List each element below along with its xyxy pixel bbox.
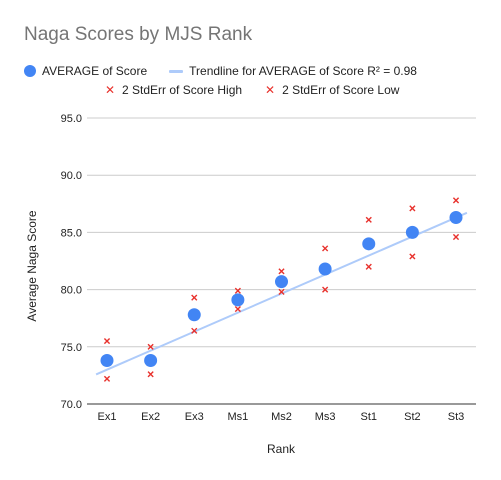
stderr-low-marker [191, 327, 198, 334]
trendline-layer [95, 211, 468, 376]
stderr-high-marker [322, 245, 329, 252]
x-axis-label: Rank [267, 442, 296, 456]
stderr-low-marker [365, 263, 372, 270]
x-tick-label: Ex2 [141, 411, 160, 423]
stderr-low-marker [147, 371, 154, 378]
legend-label-average: AVERAGE of Score [42, 64, 148, 78]
circle-marker-icon [24, 65, 36, 77]
stderr-high-marker [365, 216, 372, 223]
legend-label-low: 2 StdErr of Score Low [282, 83, 400, 97]
x-tick-label: Ms3 [315, 411, 336, 423]
y-tick-label: 80.0 [61, 285, 82, 297]
line-marker-icon [169, 69, 184, 73]
stderr-high-marker [452, 197, 460, 204]
x-tick-label: St1 [360, 411, 377, 423]
x-marker-icon: ✕ [265, 83, 276, 97]
legend-row-1: AVERAGE of Score Trendline for AVERAGE o… [24, 64, 417, 78]
average-point [187, 308, 201, 322]
y-tick-label: 85.0 [61, 227, 82, 239]
y-tick-label: 95.0 [61, 113, 82, 125]
stderr-low-marker [409, 253, 416, 260]
legend-item-high[interactable]: ✕ 2 StdErr of Score High [104, 83, 242, 97]
stderr-high-marker [409, 205, 416, 212]
legend-item-low[interactable]: ✕ 2 StdErr of Score Low [264, 83, 399, 97]
y-tick-label: 70.0 [61, 399, 82, 411]
y-tick-label: 75.0 [61, 342, 82, 354]
legend-label-trendline: Trendline for AVERAGE of Score R² = 0.98 [189, 64, 417, 78]
stderr-low-marker [322, 286, 329, 293]
x-marker-icon: ✕ [104, 83, 116, 97]
stderr-high-marker [147, 343, 154, 350]
tick-labels: 70.0 75.0 80.0 85.0 90.0 95.0 Ex1 Ex2 Ex3 Ms1 Ms2 M… [61, 113, 465, 423]
x-tick-label: Ms1 [227, 411, 248, 423]
chart-title: Naga Scores by MJS Rank [24, 24, 253, 45]
average-point [362, 237, 376, 251]
average-point [231, 293, 245, 307]
stderr-low-marker [278, 288, 285, 295]
x-tick-label: St2 [404, 411, 421, 423]
average-point [449, 211, 463, 225]
average-point [275, 275, 288, 289]
average-point [144, 354, 158, 368]
average-point [405, 225, 419, 239]
average-point [318, 262, 332, 276]
stderr-high-marker [278, 268, 285, 275]
average-point [100, 354, 114, 368]
x-tick-label: Ex3 [185, 411, 204, 423]
trendline [95, 211, 468, 376]
x-tick-label: St3 [448, 411, 465, 423]
legend-item-average[interactable]: AVERAGE of Score [24, 64, 147, 78]
legend-label-high: 2 StdErr of Score High [122, 83, 243, 97]
stderr-high-marker [234, 287, 241, 294]
y-axis-label: Average Naga Score [25, 210, 39, 322]
x-tick-label: Ex1 [98, 411, 117, 423]
x-tick-label: Ms2 [271, 411, 292, 423]
stderr-low-marker [234, 305, 241, 313]
legend-row-2: ✕ 2 StdErr of Score High ✕ 2 StdErr of S… [104, 83, 399, 97]
stderr-low-marker [103, 375, 111, 382]
y-tick-label: 90.0 [61, 170, 82, 182]
data-points [100, 197, 463, 382]
stderr-high-marker [191, 294, 198, 301]
stderr-low-marker [452, 233, 460, 241]
legend-item-trendline[interactable]: Trendline for AVERAGE of Score R² = 0.98 [169, 64, 417, 78]
stderr-high-marker [103, 337, 111, 345]
